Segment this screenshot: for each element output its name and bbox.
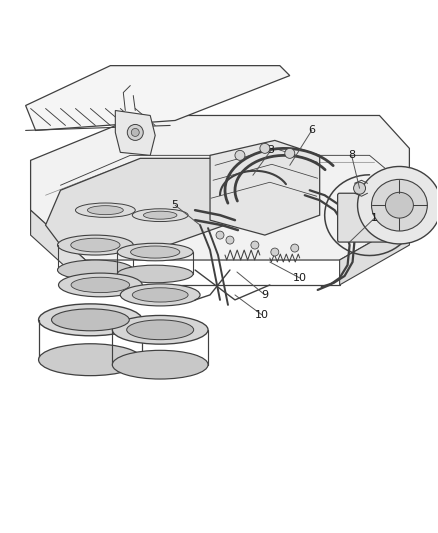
Circle shape: [216, 231, 224, 239]
Circle shape: [131, 128, 139, 136]
Ellipse shape: [71, 238, 120, 252]
Ellipse shape: [88, 206, 124, 215]
Ellipse shape: [57, 235, 133, 255]
FancyBboxPatch shape: [338, 193, 396, 242]
Ellipse shape: [39, 304, 142, 336]
Ellipse shape: [52, 309, 129, 331]
Polygon shape: [46, 158, 240, 255]
Polygon shape: [25, 66, 290, 131]
Ellipse shape: [59, 273, 142, 297]
Ellipse shape: [385, 192, 413, 218]
Ellipse shape: [120, 284, 200, 306]
Circle shape: [251, 241, 259, 249]
Text: 10: 10: [293, 273, 307, 283]
Ellipse shape: [112, 350, 208, 379]
Ellipse shape: [117, 243, 193, 261]
Ellipse shape: [131, 246, 180, 258]
Text: 3: 3: [267, 146, 274, 155]
Ellipse shape: [71, 277, 130, 293]
Circle shape: [353, 182, 366, 194]
Text: 9: 9: [261, 290, 268, 300]
Ellipse shape: [39, 344, 142, 376]
Text: 8: 8: [348, 150, 355, 160]
Ellipse shape: [143, 211, 177, 219]
Ellipse shape: [57, 260, 133, 280]
Polygon shape: [31, 116, 410, 260]
Circle shape: [271, 248, 279, 256]
Text: 10: 10: [255, 310, 269, 320]
Circle shape: [260, 143, 270, 154]
Polygon shape: [115, 110, 155, 155]
Ellipse shape: [75, 203, 135, 217]
Circle shape: [291, 244, 299, 252]
Polygon shape: [210, 140, 320, 235]
Circle shape: [127, 124, 143, 140]
Ellipse shape: [127, 320, 194, 340]
Ellipse shape: [112, 316, 208, 344]
Circle shape: [235, 150, 245, 160]
Ellipse shape: [132, 288, 188, 302]
Text: 5: 5: [172, 200, 179, 210]
Circle shape: [226, 236, 234, 244]
Polygon shape: [339, 220, 410, 285]
Ellipse shape: [132, 209, 188, 222]
Circle shape: [285, 148, 295, 158]
Text: 6: 6: [308, 125, 315, 135]
Text: 1: 1: [371, 213, 378, 223]
Ellipse shape: [357, 166, 438, 244]
Ellipse shape: [371, 180, 427, 231]
Ellipse shape: [67, 193, 114, 217]
Polygon shape: [31, 210, 85, 285]
Ellipse shape: [117, 265, 193, 282]
